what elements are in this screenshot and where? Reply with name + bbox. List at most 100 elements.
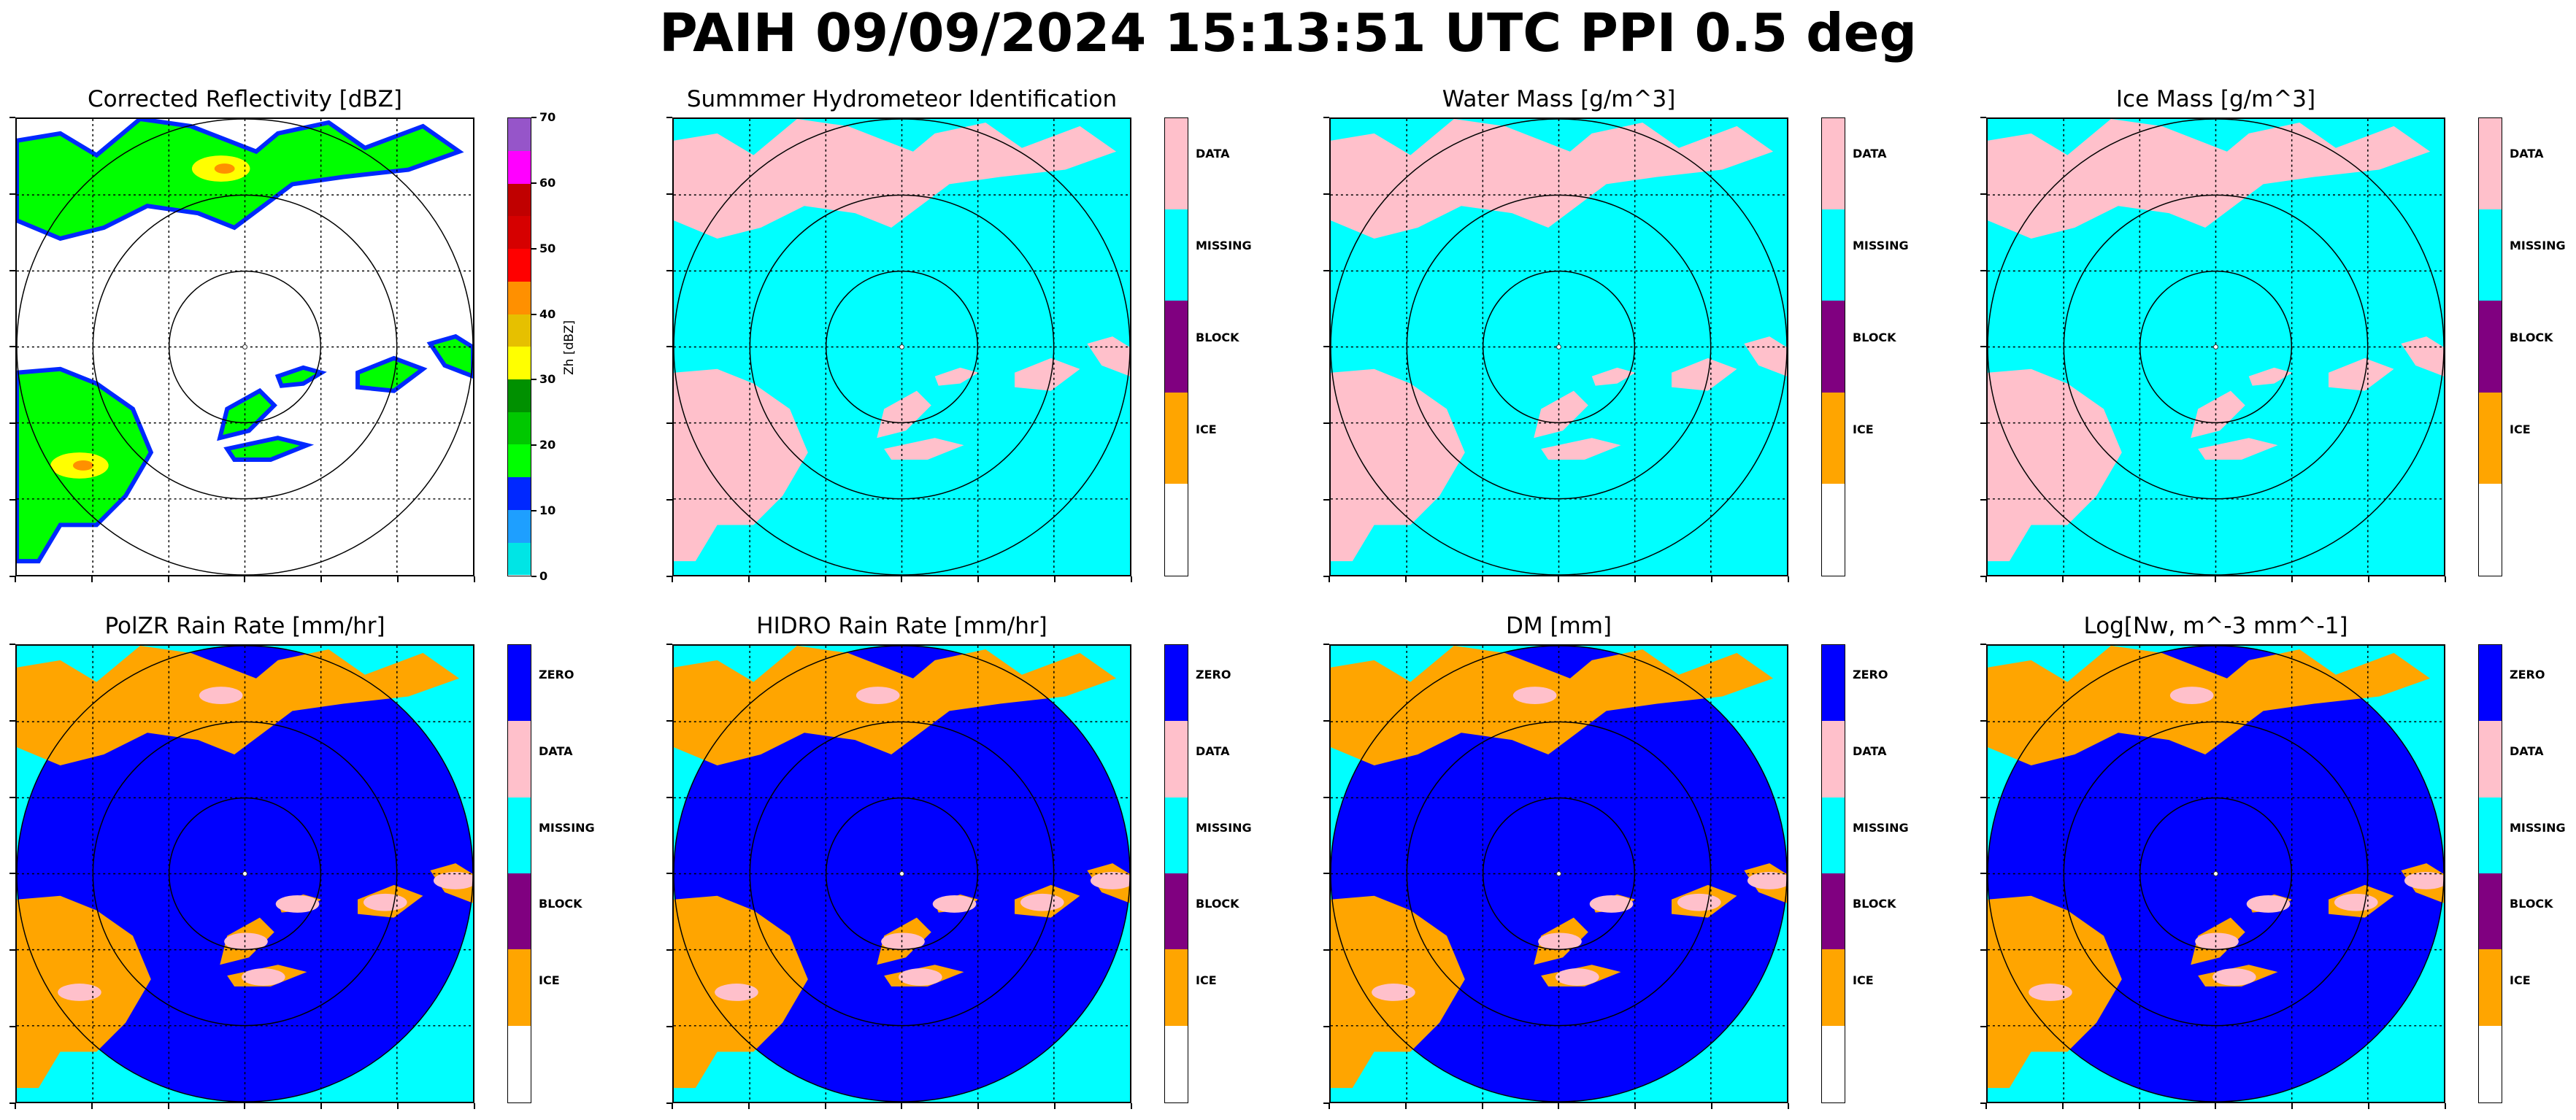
x-axis-tick: [15, 1103, 16, 1109]
x-axis-tick: [1634, 576, 1637, 582]
ppi-image: [674, 646, 1130, 1102]
colorbar-segment: [508, 347, 531, 379]
colorbar-category-data: [1165, 118, 1188, 210]
x-axis-tick: [397, 576, 399, 582]
colorbar-segment: [508, 444, 531, 478]
x-axis-tick: [244, 576, 246, 582]
precip-blob: [220, 390, 274, 439]
x-axis-tick: [747, 1103, 750, 1109]
y-axis-tick: [9, 499, 15, 501]
data-region: [674, 119, 1117, 239]
colorbar-category-block: [1165, 301, 1188, 393]
colorbar-category-block: [1822, 301, 1845, 393]
x-axis-tick: [320, 576, 323, 582]
colorbar-category-data: [508, 721, 531, 798]
precip-edge: [355, 355, 428, 393]
colorbar-tick-label: 60: [539, 175, 556, 190]
panel-title: Ice Mass [g/m^3]: [2115, 86, 2316, 112]
colorbar-category-missing: [2479, 209, 2502, 302]
colorbar-segment: [508, 412, 531, 445]
y-axis-tick: [1323, 193, 1329, 195]
colorbar-category-label: BLOCK: [2510, 330, 2553, 344]
y-axis-tick: [9, 346, 15, 348]
colorbar-category-data: [2479, 118, 2502, 210]
colorbar-category-label: ICE: [2510, 422, 2531, 436]
colorbar-segment: [508, 118, 531, 151]
colorbar-tick: [531, 247, 537, 250]
colorbar-category-missing: [1822, 797, 1845, 874]
data-region: [224, 932, 268, 951]
colorbar-category-label: BLOCK: [1196, 897, 1239, 911]
colorbar-category-block: [2479, 301, 2502, 393]
x-axis-tick: [2444, 1103, 2446, 1109]
colorbar-empty-cell: [1165, 1025, 1188, 1102]
x-axis-tick: [824, 1103, 826, 1109]
x-axis-tick: [2291, 576, 2294, 582]
colorbar-category-label: BLOCK: [1853, 897, 1896, 911]
x-axis-tick: [672, 1103, 673, 1109]
y-axis-tick: [1980, 269, 1986, 271]
colorbar: [2478, 117, 2502, 576]
y-axis-tick: [666, 644, 672, 645]
y-axis-tick: [1980, 499, 1986, 501]
colorbar-empty-cell: [508, 1025, 531, 1102]
colorbar-segment: [508, 281, 531, 314]
colorbar: [507, 117, 531, 576]
y-axis-tick: [9, 719, 15, 722]
x-axis-tick: [2061, 1103, 2064, 1109]
x-axis-tick: [1985, 576, 1987, 582]
colorbar-tick: [531, 313, 537, 315]
data-region: [2191, 390, 2245, 439]
data-region: [1372, 984, 1415, 1001]
y-axis-tick: [9, 422, 15, 425]
precip-edge: [17, 119, 464, 242]
y-axis-tick: [9, 1102, 15, 1104]
x-axis-tick: [901, 576, 903, 582]
data-region: [1538, 932, 1582, 951]
colorbar-tick: [531, 182, 537, 184]
radar-site-marker: [2213, 344, 2218, 349]
colorbar-category-label: ICE: [1196, 973, 1217, 988]
data-region: [1589, 895, 1634, 913]
y-axis-tick: [1980, 949, 1986, 951]
y-axis-tick: [1323, 1102, 1329, 1104]
colorbar-empty-cell: [1822, 483, 1845, 576]
ice-region: [17, 646, 460, 765]
data-region: [1090, 872, 1130, 889]
colorbar-category-missing: [2479, 797, 2502, 874]
y-axis-tick: [1980, 1026, 1986, 1028]
plot-dm: [1329, 644, 1788, 1103]
radar-site-marker: [1556, 871, 1561, 876]
x-axis-tick: [397, 1103, 399, 1109]
data-region: [2401, 336, 2444, 376]
x-axis-tick: [824, 576, 826, 582]
x-axis-tick: [2368, 1103, 2370, 1109]
colorbar: [507, 644, 531, 1103]
y-axis-tick: [666, 117, 672, 118]
data-region: [884, 438, 964, 460]
colorbar-category-label: ICE: [1853, 973, 1874, 988]
data-region: [2169, 687, 2214, 704]
radar-site-marker: [242, 344, 247, 349]
data-region: [1331, 368, 1465, 562]
y-axis-tick: [9, 269, 15, 271]
colorbar-category-label: ZERO: [1196, 667, 1231, 681]
x-axis-tick: [2138, 576, 2140, 582]
colorbar-category-data: [2479, 721, 2502, 798]
plot-polzr: [15, 644, 474, 1103]
data-region: [1677, 893, 1721, 911]
precip-edge: [274, 365, 327, 388]
colorbar-category-block: [508, 873, 531, 950]
x-axis-tick: [977, 1103, 980, 1109]
colorbar-category-label: MISSING: [1196, 239, 1252, 253]
x-axis-tick: [1558, 1103, 1560, 1109]
colorbar-category-label: ZERO: [1853, 667, 1888, 681]
y-axis-tick: [666, 719, 672, 722]
colorbar-segment: [508, 379, 531, 412]
data-region: [1672, 358, 1737, 391]
x-axis-tick: [473, 1103, 475, 1109]
colorbar-category-label: BLOCK: [539, 897, 583, 911]
colorbar-category-ice: [2479, 949, 2502, 1027]
ppi-image: [1988, 119, 2444, 575]
y-axis-tick: [1323, 796, 1329, 798]
